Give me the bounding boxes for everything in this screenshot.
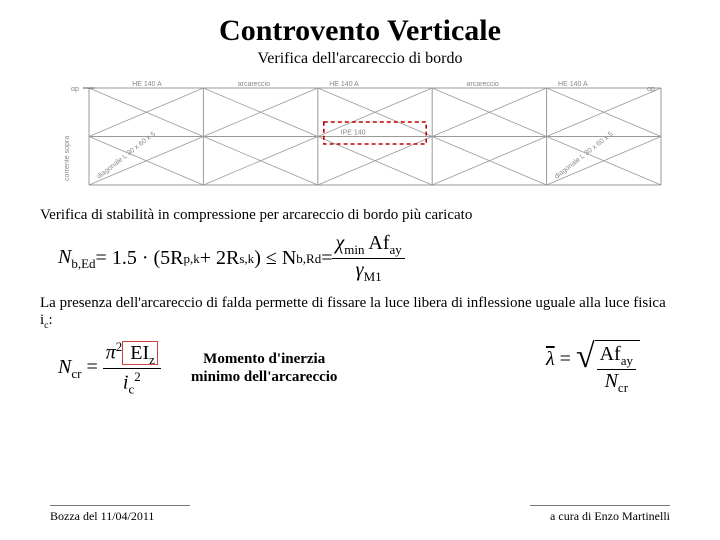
svg-text:corrente sopra: corrente sopra [64, 136, 71, 181]
footer: Bozza del 11/04/2011 a cura di Enzo Mart… [50, 505, 670, 524]
truss-diagram: HE 140 A arcareccio HE 140 A arcareccio HE 1… [55, 76, 665, 191]
svg-text:arcareccio: arcareccio [467, 81, 499, 88]
formula-ncr: Ncr = π2 EIz ic2 [58, 339, 161, 397]
page-title: Controvento Verticale [40, 14, 680, 48]
svg-text:diagonale L 30 x 60 x 5: diagonale L 30 x 60 x 5 [96, 131, 157, 181]
formula-lambda: λ = √ Afay Ncr [546, 340, 640, 396]
svg-text:HE 140 A: HE 140 A [558, 81, 588, 88]
svg-text:IPE 140: IPE 140 [341, 130, 366, 137]
formula-nbed: Nb,Ed = 1.5 · (5Rp,k + 2Rs,k ) ≤ Nb,Rd =… [58, 232, 680, 285]
body-text-inflexion: La presenza dell'arcareccio di falda per… [40, 295, 680, 331]
footer-date: Bozza del 11/04/2011 [50, 505, 154, 524]
momento-label: Momento d'inerzia minimo dell'arcareccio [191, 350, 338, 386]
svg-text:HE 140 A: HE 140 A [329, 81, 359, 88]
svg-text:αp: αp [71, 86, 79, 93]
page-subtitle: Verifica dell'arcareccio di bordo [40, 50, 680, 68]
svg-text:diagonale L 30 x 60 x 5: diagonale L 30 x 60 x 5 [554, 131, 615, 181]
svg-text:αp: αp [647, 86, 655, 93]
heading-stability: Verifica di stabilità in compressione pe… [40, 207, 680, 224]
footer-author: a cura di Enzo Martinelli [550, 505, 670, 524]
svg-text:HE 140 A: HE 140 A [132, 81, 162, 88]
svg-text:arcareccio: arcareccio [238, 81, 270, 88]
